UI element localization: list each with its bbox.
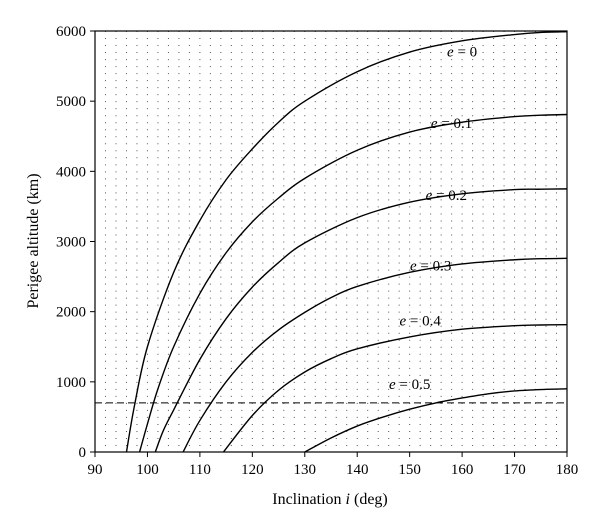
curve-label-2: e = 0.2 <box>426 188 467 204</box>
y-axis-ticks: 0 1000 2000 3000 4000 5000 6000 <box>56 24 95 461</box>
curve-e-2 <box>154 188 568 453</box>
x-axis-label: Inclination i (deg) <box>272 491 388 508</box>
curve-label-3: e = 0.3 <box>410 258 451 274</box>
curve-label-5: e = 0.5 <box>389 377 430 393</box>
x-tick-label: 150 <box>398 462 421 478</box>
x-tick-label: 100 <box>136 462 159 478</box>
y-axis-label: Perigee altitude (km) <box>25 173 42 308</box>
curve-e-3 <box>182 257 568 453</box>
x-tick-label: 160 <box>451 462 474 478</box>
x-tick-label: 180 <box>556 462 579 478</box>
y-tick-label: 0 <box>79 445 87 461</box>
curve-e-1 <box>138 113 568 453</box>
curve-e-4 <box>222 323 568 453</box>
curve-labels-group: e = 0 e = 0.1 e = 0.2 e = 0.3 e = 0.4 e = 0.5 <box>389 44 477 393</box>
x-tick-label: 90 <box>88 462 103 478</box>
curve-e-5 <box>304 388 568 453</box>
plot-frame <box>94 30 568 453</box>
curves-group <box>125 31 568 453</box>
dotted-grid <box>104 31 558 452</box>
x-tick-label: 140 <box>346 462 369 478</box>
y-tick-label: 5000 <box>56 94 86 110</box>
x-tick-label: 120 <box>241 462 264 478</box>
y-tick-label: 1000 <box>56 375 86 391</box>
y-tick-label: 6000 <box>56 24 86 40</box>
x-tick-label: 130 <box>294 462 317 478</box>
x-tick-label: 170 <box>503 462 526 478</box>
curve-label-1: e = 0.1 <box>431 116 472 132</box>
curve-label-0: e = 0 <box>447 44 477 60</box>
curve-label-4: e = 0.4 <box>399 314 441 330</box>
x-axis-ticks: 90 100 110 120 130 140 150 160 170 180 <box>88 452 579 478</box>
y-tick-label: 3000 <box>56 235 86 251</box>
y-tick-label: 2000 <box>56 305 86 321</box>
curve-e-0 <box>125 31 568 453</box>
x-tick-label: 110 <box>189 462 211 478</box>
y-tick-label: 4000 <box>56 164 86 180</box>
plot-border <box>94 30 568 453</box>
